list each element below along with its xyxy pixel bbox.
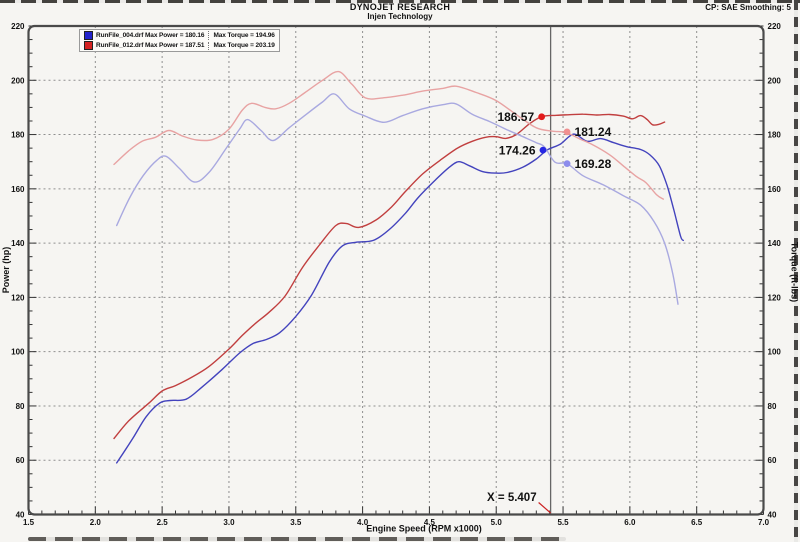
run012-file-and-power: RunFile_012.drf Max Power = 187.51: [96, 42, 205, 50]
x-tick-label: 5.0: [491, 518, 503, 527]
correction-smoothing-status: CP: SAE Smoothing: 5: [705, 3, 791, 12]
perforation-strip-top: [0, 0, 800, 3]
x-tick-label: 6.5: [691, 518, 703, 527]
y-tick-label-right: 220: [768, 22, 782, 31]
y-tick-label-left: 80: [16, 402, 25, 411]
legend: RunFile_004.drf Max Power = 180.16 Max T…: [79, 29, 280, 52]
y-tick-label-left: 200: [11, 76, 25, 85]
cursor-value-label: 181.24: [575, 125, 612, 139]
rpm-axis-title: Engine Speed (RPM x1000): [366, 524, 482, 534]
run004-torque-curve: [116, 93, 679, 305]
y-tick-label-right: 140: [768, 239, 782, 248]
y-tick-label-left: 40: [16, 511, 25, 520]
legend-row-run012: RunFile_012.drf Max Power = 187.51 Max T…: [80, 41, 279, 52]
header: DYNOJET RESEARCH Injen Technology: [0, 2, 800, 21]
cursor-marker-dot: [563, 128, 571, 136]
run004-color-swatch: [84, 30, 93, 40]
y-tick-label-right: 200: [768, 76, 782, 85]
x-tick-label: 4.0: [357, 518, 369, 527]
cursor-value-label: 169.28: [575, 157, 612, 171]
x-tick-label: 3.0: [223, 518, 235, 527]
y-tick-label-right: 100: [768, 348, 782, 357]
run012-color-swatch: [84, 41, 93, 51]
cursor-x-label: X = 5.407: [487, 492, 537, 504]
run004-file-and-power: RunFile_004.drf Max Power = 180.16: [96, 31, 205, 39]
y-tick-label-right: 180: [768, 131, 782, 140]
perforation-strip-bottom: [28, 537, 566, 541]
y-tick-label-left: 180: [11, 131, 25, 140]
run012-power-curve: [113, 113, 666, 440]
y-tick-label-right: 40: [768, 511, 777, 520]
legend-divider: [208, 31, 210, 40]
cursor-marker-dot: [538, 113, 546, 121]
y-tick-label-left: 60: [16, 456, 25, 465]
run012-torque-curve: [113, 70, 664, 200]
y-tick-label-right: 160: [768, 185, 782, 194]
cursor-value-label: 186.57: [497, 110, 534, 124]
x-tick-label: 1.5: [23, 518, 35, 527]
legend-row-run004: RunFile_004.drf Max Power = 180.16 Max T…: [80, 30, 279, 41]
y-tick-label-left: 220: [11, 22, 25, 31]
page-title: DYNOJET RESEARCH: [349, 2, 451, 12]
run004-power-curve: [116, 133, 684, 464]
x-tick-label: 3.5: [290, 518, 302, 527]
cursor-pointer-line: [538, 502, 552, 514]
x-tick-label: 6.0: [624, 518, 636, 527]
cursor-marker-dot: [539, 146, 547, 154]
cursor-marker-dot: [563, 160, 571, 168]
x-tick-label: 7.0: [758, 518, 770, 527]
y-tick-label-right: 60: [768, 456, 777, 465]
cursor-value-label: 174.26: [499, 143, 536, 157]
legend-divider: [208, 41, 210, 50]
y-tick-label-right: 120: [768, 293, 782, 302]
run012-max-torque: Max Torque = 203.19: [213, 42, 275, 50]
x-tick-label: 2.5: [157, 518, 169, 527]
y-tick-label-left: 100: [11, 348, 25, 357]
page-subtitle: Injen Technology: [367, 12, 433, 21]
x-tick-label: 4.5: [424, 518, 436, 527]
y-tick-label-left: 140: [11, 239, 25, 248]
y-tick-label-left: 160: [11, 185, 25, 194]
perforation-strip-right: [794, 0, 798, 542]
power-axis-title: Power (hp): [1, 247, 11, 294]
y-tick-label-left: 120: [11, 293, 25, 302]
x-tick-label: 5.5: [557, 518, 569, 527]
run004-max-torque: Max Torque = 194.96: [213, 31, 275, 39]
x-tick-label: 2.0: [90, 518, 102, 527]
plot-frame: [27, 24, 765, 516]
y-tick-label-right: 80: [768, 402, 777, 411]
